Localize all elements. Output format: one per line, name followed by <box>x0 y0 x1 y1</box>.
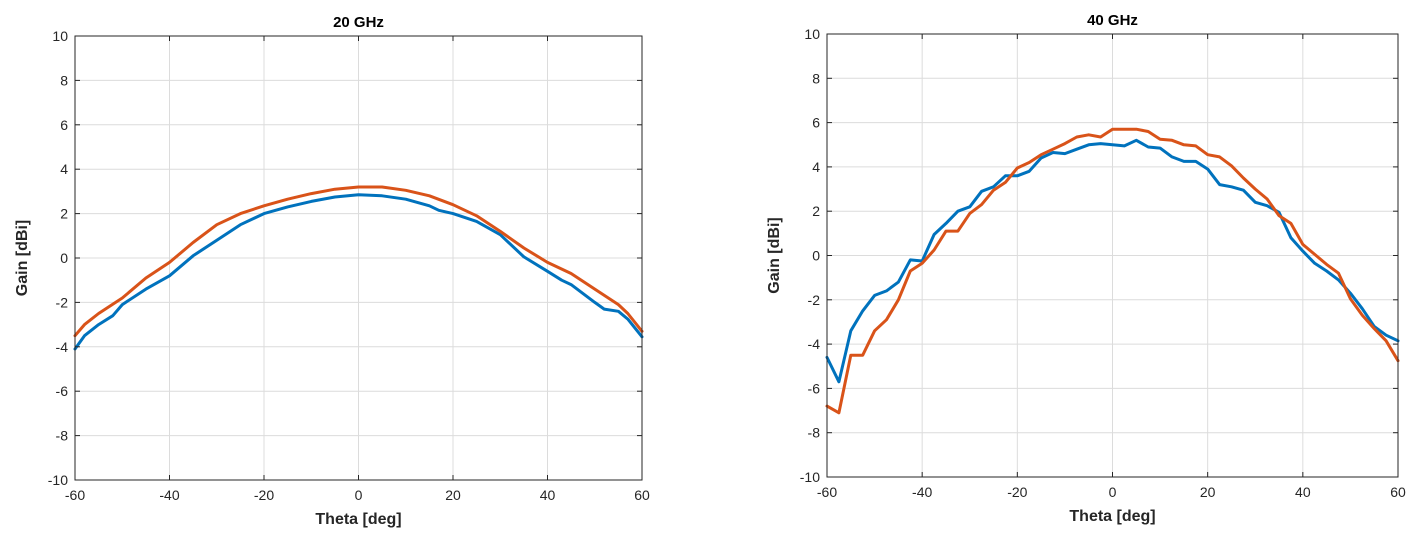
y-tick-label: -4 <box>808 336 821 352</box>
y-tick-label: 4 <box>812 159 820 175</box>
y-tick-label: -2 <box>56 294 69 310</box>
y-tick-label: -4 <box>56 339 69 355</box>
y-tick-label: 10 <box>52 28 68 44</box>
y-tick-label: -2 <box>808 292 821 308</box>
y-tick-label: -10 <box>800 469 820 485</box>
x-tick-label: 40 <box>1295 484 1311 500</box>
y-tick-label: 6 <box>60 117 68 133</box>
y-tick-label: 0 <box>812 248 820 264</box>
x-tick-label: 40 <box>540 487 556 503</box>
y-tick-label: 10 <box>804 26 820 42</box>
y-tick-label: -10 <box>48 472 68 488</box>
series-line-0 <box>73 193 644 351</box>
y-axis-label: Gain [dBi] <box>766 217 783 293</box>
series-line-0 <box>825 138 1400 384</box>
y-axis-label: Gain [dBi] <box>14 220 31 296</box>
x-axis-label: Theta [deg] <box>1069 508 1155 525</box>
y-tick-label: 2 <box>812 203 820 219</box>
y-tick-label: 2 <box>60 206 68 222</box>
y-tick-label: 8 <box>812 70 820 86</box>
x-tick-label: -40 <box>912 484 932 500</box>
x-axis-label: Theta [deg] <box>315 511 401 528</box>
series-line-1 <box>825 127 1400 415</box>
x-tick-label: 60 <box>634 487 650 503</box>
x-tick-label: -60 <box>817 484 837 500</box>
x-tick-label: -20 <box>1007 484 1027 500</box>
y-tick-label: -8 <box>56 428 69 444</box>
y-tick-label: 4 <box>60 161 68 177</box>
x-tick-label: -20 <box>254 487 274 503</box>
y-tick-label: -6 <box>56 383 69 399</box>
x-tick-label: 0 <box>1109 484 1117 500</box>
y-tick-label: 6 <box>812 115 820 131</box>
y-tick-label: -8 <box>808 425 821 441</box>
y-tick-label: -6 <box>808 380 821 396</box>
x-tick-label: 60 <box>1390 484 1406 500</box>
y-tick-label: 0 <box>60 250 68 266</box>
y-tick-label: 8 <box>60 72 68 88</box>
x-tick-label: -40 <box>159 487 179 503</box>
series-line-1 <box>73 185 644 338</box>
x-tick-label: 20 <box>445 487 461 503</box>
x-tick-label: -60 <box>65 487 85 503</box>
x-tick-label: 20 <box>1200 484 1216 500</box>
x-tick-label: 0 <box>355 487 363 503</box>
chart-title: 20 GHz <box>333 14 384 31</box>
chart-title: 40 GHz <box>1087 12 1138 29</box>
